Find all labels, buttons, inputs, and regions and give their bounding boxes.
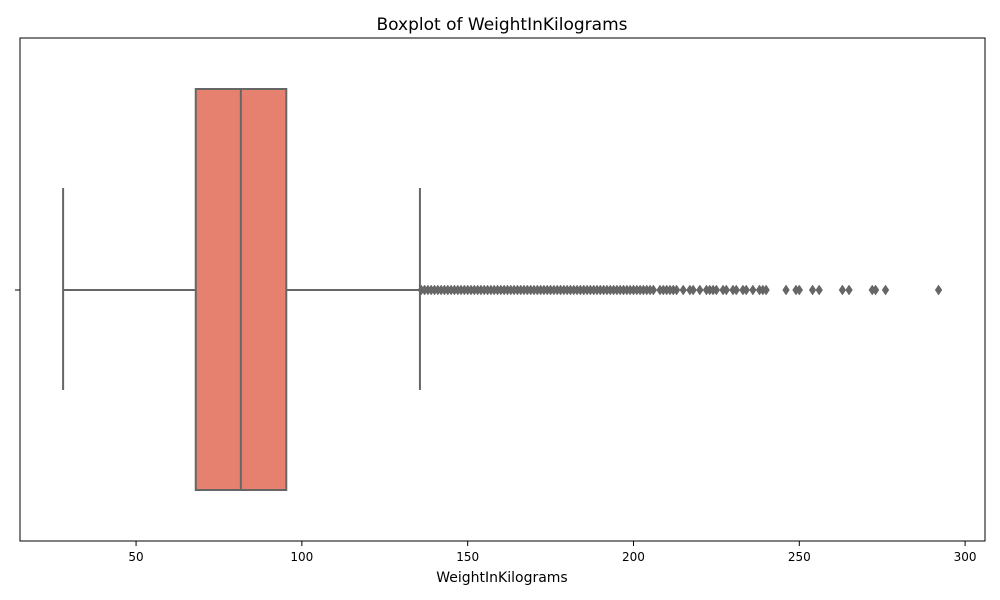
outlier-point xyxy=(749,284,757,296)
x-tick-label: 150 xyxy=(456,550,479,564)
outlier-point xyxy=(871,284,880,296)
outlier-point xyxy=(795,284,803,296)
plot-area xyxy=(62,88,943,491)
x-axis: 50 100 150 200 250 300 xyxy=(128,541,977,564)
outlier-point xyxy=(808,284,817,296)
outlier-point xyxy=(742,284,750,296)
outlier-point xyxy=(838,284,847,296)
outlier-point xyxy=(672,284,681,296)
outlier-point xyxy=(782,284,790,296)
x-tick-label: 250 xyxy=(788,550,811,564)
outlier-point xyxy=(689,284,697,296)
x-tick-label: 100 xyxy=(290,550,313,564)
x-tick-label: 50 xyxy=(128,550,143,564)
outlier-point xyxy=(732,284,740,296)
outlier-point xyxy=(762,284,770,296)
outlier-point xyxy=(696,284,704,296)
outlier-point xyxy=(712,284,721,296)
x-tick-label: 300 xyxy=(954,550,977,564)
outlier-point xyxy=(722,284,731,296)
x-tick-label: 200 xyxy=(622,550,645,564)
outlier-point xyxy=(679,284,687,296)
outlier-point xyxy=(845,284,853,296)
x-axis-label: WeightInKilograms xyxy=(436,570,567,586)
chart-title: Boxplot of WeightInKilograms xyxy=(377,15,628,35)
outlier-point xyxy=(881,284,890,296)
outlier-point xyxy=(934,284,943,296)
outlier-point xyxy=(815,284,823,296)
outliers xyxy=(417,284,943,296)
outlier-point xyxy=(649,284,658,296)
